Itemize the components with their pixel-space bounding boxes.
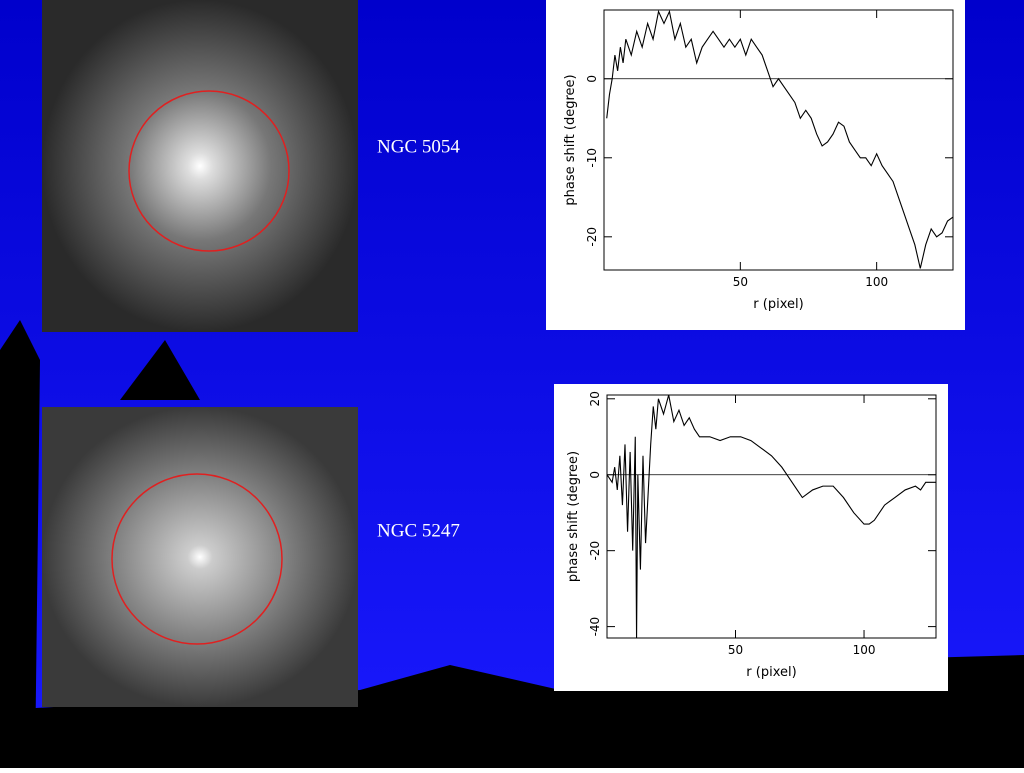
plot-frame <box>603 9 954 271</box>
y-tick-label: -10 <box>585 148 599 168</box>
x-tick-label: 100 <box>865 275 888 289</box>
y-tick-label: -20 <box>585 227 599 247</box>
galaxy-image <box>42 0 358 332</box>
galaxy-image <box>42 407 358 707</box>
y-tick-label: 20 <box>588 391 602 406</box>
data-line <box>606 394 936 639</box>
circle <box>111 473 283 645</box>
y-tick-label: -40 <box>588 617 602 637</box>
x-tick-label: 50 <box>733 275 748 289</box>
x-axis-label: r (pixel) <box>746 665 796 680</box>
silhouette <box>0 320 1024 768</box>
x-axis-label: r (pixel) <box>753 297 803 312</box>
y-tick-label: -20 <box>588 541 602 561</box>
chart-panel <box>554 384 948 691</box>
y-axis-label: phase shift (degree) <box>566 451 581 582</box>
x-tick-label: 50 <box>728 643 743 657</box>
y-tick-label: 0 <box>588 471 602 479</box>
data-line <box>606 9 954 269</box>
plot-frame <box>606 394 937 639</box>
circle <box>128 90 290 252</box>
y-tick-label: 0 <box>585 75 599 83</box>
chart-title: NGC 5054 <box>377 136 460 157</box>
x-tick-label: 100 <box>853 643 876 657</box>
chart-title: NGC 5247 <box>377 520 460 541</box>
y-axis-label: phase shift (degree) <box>563 74 578 205</box>
chart-panel <box>546 0 965 330</box>
